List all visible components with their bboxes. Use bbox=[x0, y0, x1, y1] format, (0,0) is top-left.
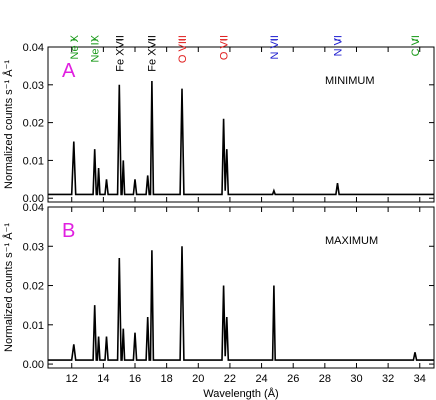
y-tick-label: 0.01 bbox=[23, 155, 44, 167]
x-tick-label: 30 bbox=[350, 373, 362, 385]
plot-frame bbox=[47, 46, 435, 203]
y-axis-label: Normalized counts s⁻¹ Å⁻¹ bbox=[2, 223, 15, 352]
y-axis-label: Normalized counts s⁻¹ Å⁻¹ bbox=[2, 60, 15, 189]
y-tick-label: 0.03 bbox=[23, 241, 44, 253]
x-tick-label: 28 bbox=[319, 373, 331, 385]
spectrum-line bbox=[48, 246, 434, 361]
x-tick-label: 24 bbox=[255, 373, 267, 385]
line-id-label: Ne IX bbox=[90, 34, 102, 62]
line-id-label: O VIII bbox=[177, 35, 189, 63]
x-tick-label: 14 bbox=[97, 373, 109, 385]
y-tick-label: 0.00 bbox=[23, 359, 44, 371]
y-tick-label: 0.04 bbox=[23, 42, 44, 54]
x-tick-label: 26 bbox=[287, 373, 299, 385]
x-tick-label: 12 bbox=[66, 373, 78, 385]
y-tick-label: 0.03 bbox=[23, 80, 44, 92]
x-tick-label: 20 bbox=[192, 373, 204, 385]
y-tick-label: 0.02 bbox=[23, 281, 44, 293]
plot-frame bbox=[47, 206, 435, 369]
state-label: MAXIMUM bbox=[325, 235, 378, 247]
line-id-label: C VI bbox=[410, 35, 422, 56]
y-tick-label: 0.00 bbox=[23, 193, 44, 205]
line-id-label: Fe XVII bbox=[147, 35, 159, 72]
panel-label: A bbox=[62, 60, 76, 82]
y-tick-label: 0.02 bbox=[23, 118, 44, 130]
line-id-label: O VII bbox=[219, 35, 231, 60]
line-id-label: Ne X bbox=[69, 34, 81, 59]
x-tick-label: 16 bbox=[129, 373, 141, 385]
spectrum-line bbox=[48, 80, 434, 196]
line-id-label: N VI bbox=[333, 35, 345, 56]
x-axis-label: Wavelength (Å) bbox=[203, 387, 278, 400]
line-id-label: Fe XVII bbox=[114, 35, 126, 72]
y-tick-label: 0.01 bbox=[23, 320, 44, 332]
y-tick-label: 0.04 bbox=[23, 202, 44, 214]
x-tick-label: 34 bbox=[414, 373, 426, 385]
state-label: MINIMUM bbox=[325, 75, 375, 87]
x-tick-label: 32 bbox=[382, 373, 394, 385]
x-tick-label: 18 bbox=[161, 373, 173, 385]
panel-label: B bbox=[62, 220, 75, 242]
x-tick-label: 22 bbox=[224, 373, 236, 385]
line-id-label: N VII bbox=[269, 35, 281, 59]
